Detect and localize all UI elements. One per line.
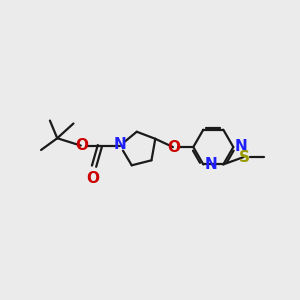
Text: O: O: [168, 140, 181, 154]
Text: N: N: [114, 137, 126, 152]
Text: S: S: [239, 150, 250, 165]
Text: O: O: [86, 172, 99, 187]
Text: O: O: [76, 138, 88, 153]
Text: N: N: [205, 157, 217, 172]
Text: N: N: [235, 139, 247, 154]
